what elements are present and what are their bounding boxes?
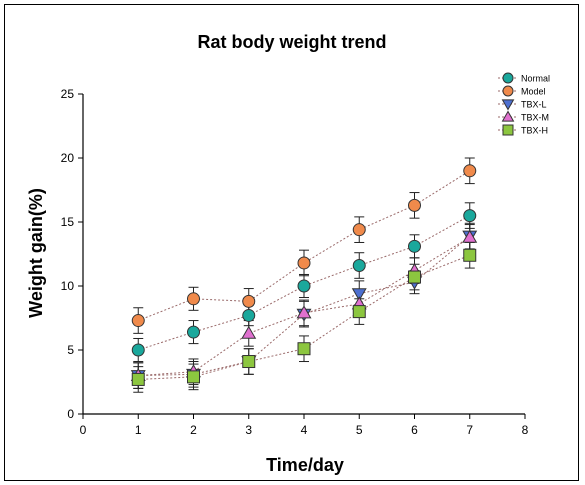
data-point-tbx-h <box>131 372 145 386</box>
data-point-normal <box>187 325 200 339</box>
data-point-model <box>352 223 366 237</box>
legend-marker-tbx-h <box>502 124 514 136</box>
y-tick-label: 25 <box>61 87 75 101</box>
y-tick-label: 20 <box>61 151 75 165</box>
data-point-model <box>408 198 421 212</box>
data-point-tbx-m <box>296 305 312 319</box>
data-point-model <box>131 314 145 328</box>
data-point-tbx-h <box>242 355 256 369</box>
data-point-tbx-h <box>297 342 311 356</box>
x-tick-label: 8 <box>522 423 529 437</box>
x-tick-label: 4 <box>301 423 308 437</box>
legend-label-tbx-h: TBX-H <box>521 126 548 136</box>
data-point-tbx-l <box>351 288 367 302</box>
data-point-normal <box>463 209 477 223</box>
legend-marker-tbx-l <box>501 99 515 111</box>
data-point-tbx-h <box>463 248 477 262</box>
x-tick-label: 2 <box>190 423 197 437</box>
y-tick-label: 0 <box>67 407 74 421</box>
data-point-normal <box>131 343 145 357</box>
data-point-normal <box>297 279 311 293</box>
data-point-tbx-m <box>241 325 257 339</box>
y-tick-label: 15 <box>61 215 75 229</box>
chart-frame <box>4 4 579 481</box>
legend-label-tbx-l: TBX-L <box>521 100 547 110</box>
data-point-tbx-h <box>187 370 200 384</box>
legend-marker-normal <box>502 72 514 84</box>
x-tick-label: 0 <box>80 423 87 437</box>
x-tick-label: 7 <box>466 423 473 437</box>
x-tick-label: 6 <box>411 423 418 437</box>
data-point-normal <box>242 308 256 322</box>
legend-marker-tbx-m <box>501 110 515 122</box>
data-point-tbx-h <box>352 305 366 319</box>
legend-label-normal: Normal <box>521 74 550 84</box>
data-point-model <box>187 292 200 306</box>
y-tick-label: 10 <box>61 279 75 293</box>
data-point-normal <box>352 259 366 273</box>
data-point-model <box>242 294 256 308</box>
legend-marker-model <box>502 85 514 97</box>
x-tick-label: 3 <box>245 423 252 437</box>
x-axis-label: Time/day <box>266 455 344 475</box>
data-point-normal <box>408 239 421 253</box>
y-tick-label: 5 <box>67 343 74 357</box>
data-point-model <box>463 164 477 178</box>
data-point-tbx-m <box>462 229 478 243</box>
legend-label-model: Model <box>521 87 546 97</box>
data-point-model <box>297 256 311 270</box>
x-tick-label: 1 <box>135 423 142 437</box>
chart-title: Rat body weight trend <box>198 32 387 52</box>
legend-label-tbx-m: TBX-M <box>521 113 549 123</box>
x-tick-label: 5 <box>356 423 363 437</box>
y-axis-label: Weight gain(%) <box>26 188 46 318</box>
data-point-tbx-h <box>408 270 421 284</box>
